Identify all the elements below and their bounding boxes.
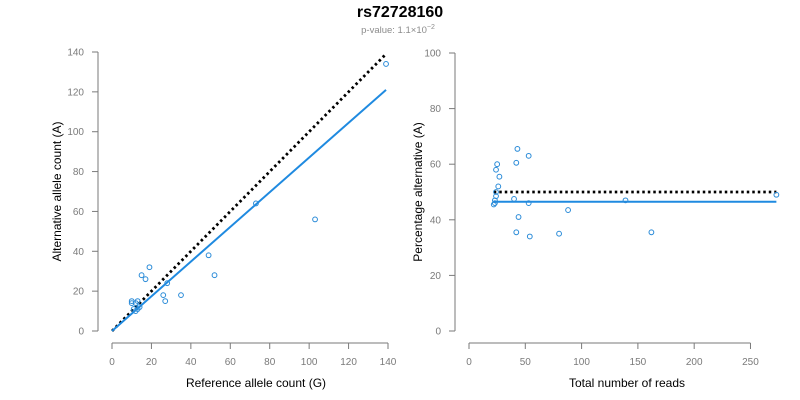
data-point (525, 152, 532, 159)
data-point (525, 200, 532, 207)
data-point (495, 183, 502, 190)
data-point (253, 200, 259, 207)
y-tick-label: 60 (73, 207, 85, 218)
y-tick-label: 0 (78, 327, 84, 338)
data-point (493, 189, 499, 195)
data-point (556, 230, 562, 237)
x-tick-label: 100 (301, 357, 318, 368)
y-axis-title: Percentage alternative (A) (411, 122, 425, 261)
y-tick-label: 100 (67, 127, 84, 138)
data-point (491, 200, 498, 207)
data-point (565, 207, 571, 213)
data-point (138, 272, 145, 279)
y-tick-label: 0 (435, 327, 441, 338)
x-tick-label: 120 (340, 357, 357, 368)
x-tick-label: 250 (742, 357, 759, 368)
y-tick-label: 140 (67, 48, 84, 59)
y-tick-label: 120 (67, 87, 84, 98)
data-point (160, 292, 167, 299)
x-tick-label: 140 (380, 357, 397, 368)
y-tick-label: 20 (73, 287, 85, 298)
data-point (493, 193, 499, 200)
y-tick-label: 60 (430, 160, 442, 171)
data-point (773, 191, 780, 198)
data-point (205, 252, 212, 259)
x-tick-label: 40 (185, 357, 197, 368)
data-point (211, 272, 218, 279)
data-point (648, 229, 655, 236)
subtitle-exponent: −2 (427, 24, 435, 31)
scatter-panel-allele-counts: 0 20 40 60 80 100 120 140 0 20 40 60 80 100 120 140 Refe… (50, 48, 397, 391)
fit-line (111, 89, 387, 332)
data-point (511, 196, 517, 202)
data-point (513, 229, 520, 236)
chart-title: rs72728160 (357, 4, 443, 21)
chart-subtitle: p-value: 1.1×10−2 (361, 24, 435, 36)
data-point (128, 300, 135, 307)
data-point (496, 173, 503, 180)
data-point (146, 264, 153, 271)
data-point (493, 166, 499, 173)
x-tick-label: 200 (686, 357, 703, 368)
data-point (134, 298, 141, 305)
data-point (142, 276, 149, 283)
y-tick-label: 40 (430, 215, 442, 226)
data-point (513, 159, 520, 166)
x-tick-label: 100 (573, 357, 590, 368)
x-tick-label: 150 (630, 357, 647, 368)
y-tick-label: 80 (73, 167, 85, 178)
data-point (526, 233, 533, 240)
y-tick-label: 100 (424, 49, 441, 60)
data-point (514, 146, 521, 152)
data-point (383, 61, 389, 67)
data-point (136, 304, 143, 310)
data-point (312, 216, 318, 223)
x-tick-label: 80 (264, 357, 276, 368)
scatter-panel-percentage: 0 50 100 150 200 250 0 20 40 60 80 100 Total number … (411, 49, 780, 390)
x-axis-title: Reference allele count (G) (186, 376, 326, 390)
y-axis-title: Alternative allele count (A) (50, 121, 64, 261)
data-point (164, 280, 171, 287)
data-point (622, 197, 629, 204)
data-point (162, 298, 169, 305)
y-tick-label: 80 (430, 104, 442, 115)
x-axis-title: Total number of reads (569, 376, 685, 390)
x-tick-label: 20 (146, 357, 158, 368)
subtitle-pvalue-text: p-value: 1.1×10 (361, 25, 427, 36)
reference-line-dotted (111, 53, 388, 332)
data-point (515, 214, 522, 220)
x-tick-label: 0 (466, 357, 472, 368)
x-tick-label: 50 (520, 357, 532, 368)
x-tick-label: 60 (225, 357, 237, 368)
data-point (494, 161, 501, 168)
y-tick-label: 20 (430, 271, 442, 282)
y-tick-label: 40 (73, 247, 85, 258)
x-tick-label: 0 (109, 357, 115, 368)
data-point (178, 292, 184, 299)
